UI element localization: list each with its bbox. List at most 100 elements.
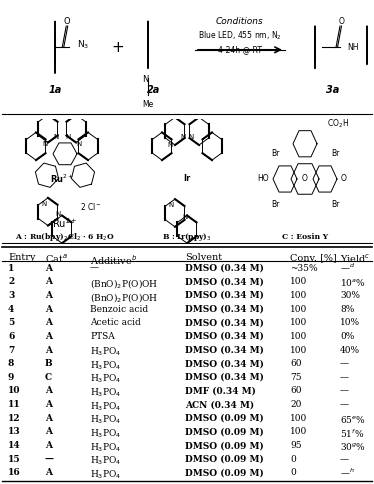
Text: —$^{h}$: —$^{h}$ <box>340 469 355 477</box>
Text: A: A <box>45 469 52 477</box>
Text: HO: HO <box>257 175 269 183</box>
Text: N: N <box>180 135 186 140</box>
Text: A: A <box>45 400 52 409</box>
Text: A : Ru(bpy)$_2$Cl$_2$ · 6 H$_2$O: A : Ru(bpy)$_2$Cl$_2$ · 6 H$_2$O <box>15 231 115 243</box>
Text: —: — <box>340 455 349 464</box>
Text: 0: 0 <box>290 455 296 464</box>
Text: 7: 7 <box>8 346 14 354</box>
Text: +: + <box>111 40 125 55</box>
Text: N: N <box>168 202 174 209</box>
Text: 20: 20 <box>290 400 301 409</box>
Text: Blue LED, 455 nm, N$_2$: Blue LED, 455 nm, N$_2$ <box>198 30 282 42</box>
Text: 4-24h @ RT: 4-24h @ RT <box>218 45 262 54</box>
Text: H$_3$PO$_4$: H$_3$PO$_4$ <box>90 414 121 426</box>
Text: Conditions: Conditions <box>216 17 264 26</box>
Text: 14: 14 <box>8 441 21 450</box>
Text: 6: 6 <box>8 332 14 341</box>
Text: 95: 95 <box>290 441 301 450</box>
Text: N$_3$: N$_3$ <box>77 39 89 51</box>
Text: NH: NH <box>347 43 359 52</box>
Text: A: A <box>45 414 52 423</box>
Text: H$_3$PO$_4$: H$_3$PO$_4$ <box>90 455 121 467</box>
Text: Br: Br <box>331 150 339 158</box>
Text: Ru$^{2+}$: Ru$^{2+}$ <box>50 173 74 185</box>
Text: 3: 3 <box>8 291 14 300</box>
Text: (BnO)$_2$P(O)OH: (BnO)$_2$P(O)OH <box>90 277 159 290</box>
Text: DMSO (0.34 M): DMSO (0.34 M) <box>185 332 264 341</box>
Text: 100: 100 <box>290 427 307 437</box>
Text: N: N <box>42 201 47 207</box>
Text: B: B <box>45 359 53 368</box>
Text: N: N <box>142 75 148 84</box>
Text: 2a: 2a <box>147 85 161 95</box>
Text: 100: 100 <box>290 346 307 354</box>
Text: —: — <box>340 387 349 395</box>
Text: O: O <box>341 175 347 183</box>
Text: Yield$^c$: Yield$^c$ <box>340 253 371 265</box>
Text: Br: Br <box>271 200 279 209</box>
Text: 1a: 1a <box>48 85 62 95</box>
Text: 2: 2 <box>8 277 14 286</box>
Text: N: N <box>55 211 61 217</box>
Text: 9: 9 <box>8 373 14 382</box>
Text: DMSO (0.09 M): DMSO (0.09 M) <box>185 441 264 450</box>
Text: 13: 13 <box>8 427 21 437</box>
Text: C : Eosin Y: C : Eosin Y <box>282 233 328 241</box>
Text: DMSO (0.34 M): DMSO (0.34 M) <box>185 291 264 300</box>
Text: A: A <box>45 304 52 314</box>
Text: N: N <box>168 142 173 148</box>
Text: —: — <box>90 264 99 272</box>
Text: Ir: Ir <box>183 175 191 183</box>
Text: —: — <box>340 400 349 409</box>
Text: 60: 60 <box>290 359 301 368</box>
Text: A: A <box>45 387 52 395</box>
Text: DMF (0.34 M): DMF (0.34 M) <box>185 387 256 395</box>
Text: 30%: 30% <box>340 291 360 300</box>
Text: 8: 8 <box>8 359 14 368</box>
Text: A: A <box>45 427 52 437</box>
Text: O: O <box>64 17 71 26</box>
Text: 75: 75 <box>290 373 301 382</box>
Text: 60: 60 <box>290 387 301 395</box>
Text: N: N <box>53 135 59 140</box>
Text: 10: 10 <box>8 387 21 395</box>
Text: A: A <box>45 346 52 354</box>
Text: DMSO (0.34 M): DMSO (0.34 M) <box>185 346 264 354</box>
Text: H$_3$PO$_4$: H$_3$PO$_4$ <box>90 359 121 372</box>
Text: 100: 100 <box>290 304 307 314</box>
Text: 100: 100 <box>290 277 307 286</box>
Text: Additive$^b$: Additive$^b$ <box>90 253 137 267</box>
Text: H$_3$PO$_4$: H$_3$PO$_4$ <box>90 373 121 385</box>
Text: H$_3$PO$_4$: H$_3$PO$_4$ <box>90 427 121 440</box>
Text: N: N <box>42 141 47 147</box>
Text: H$_3$PO$_4$: H$_3$PO$_4$ <box>90 400 121 413</box>
Text: Entry: Entry <box>8 253 36 262</box>
Text: 100: 100 <box>290 414 307 423</box>
Text: 16: 16 <box>8 469 21 477</box>
Text: A: A <box>45 441 52 450</box>
Text: A: A <box>45 332 52 341</box>
Text: 10$^{a}$%: 10$^{a}$% <box>340 277 366 288</box>
Text: A: A <box>45 277 52 286</box>
Text: Solvent: Solvent <box>185 253 222 262</box>
Text: H$_3$PO$_4$: H$_3$PO$_4$ <box>90 346 121 358</box>
Text: 10%: 10% <box>340 318 360 327</box>
Text: Benzoic acid: Benzoic acid <box>90 304 148 314</box>
Text: DMSO (0.34 M): DMSO (0.34 M) <box>185 318 264 327</box>
Text: O: O <box>302 175 308 183</box>
Text: Br: Br <box>271 150 279 158</box>
Text: 40%: 40% <box>340 346 360 354</box>
Text: 0%: 0% <box>340 332 355 341</box>
Text: Acetic acid: Acetic acid <box>90 318 141 327</box>
Text: N: N <box>188 135 194 140</box>
Text: B : Ir(ppy)$_3$: B : Ir(ppy)$_3$ <box>162 231 212 243</box>
Text: 12: 12 <box>8 414 21 423</box>
Text: 5: 5 <box>8 318 14 327</box>
Text: (BnO)$_2$P(O)OH: (BnO)$_2$P(O)OH <box>90 291 159 304</box>
Text: N: N <box>183 214 188 220</box>
Text: ACN (0.34 M): ACN (0.34 M) <box>185 400 254 409</box>
Text: ~35%: ~35% <box>290 264 318 272</box>
Text: A: A <box>45 291 52 300</box>
Text: CO$_2$H: CO$_2$H <box>327 117 349 130</box>
Text: 0: 0 <box>290 469 296 477</box>
